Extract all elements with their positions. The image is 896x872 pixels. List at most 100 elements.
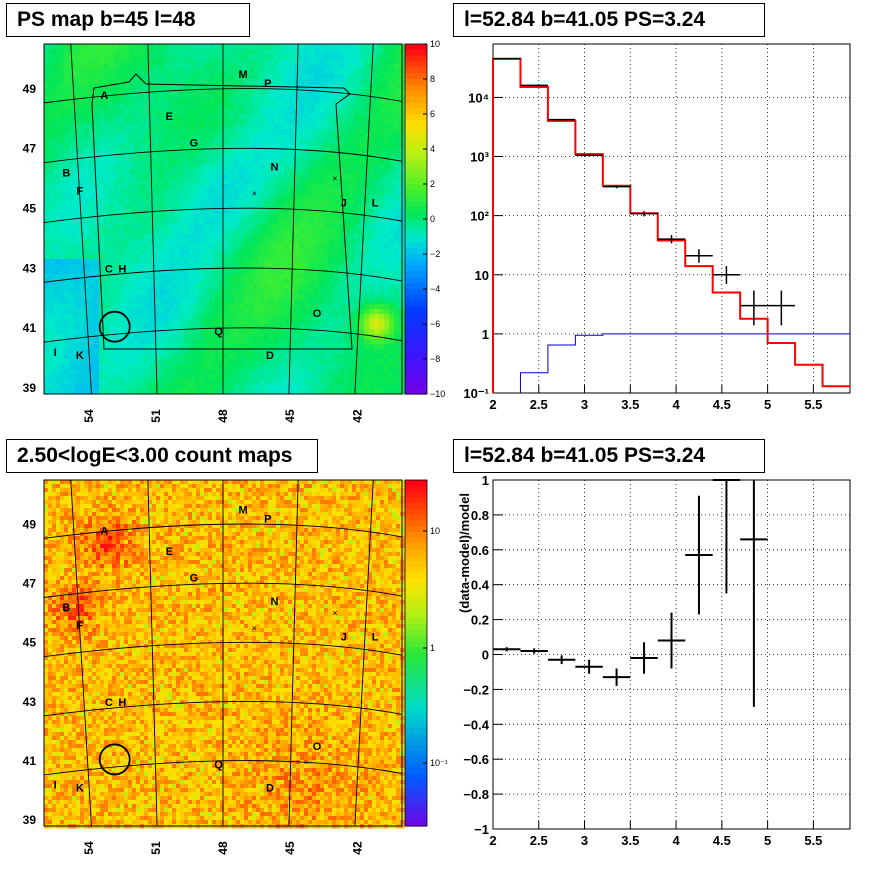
ps-map-pixel: [394, 314, 400, 320]
ps-map-pixel: [234, 314, 240, 320]
ps-map-pixel: [79, 69, 85, 75]
ps-map-pixel: [214, 179, 220, 185]
ps-map-pixel: [239, 104, 245, 110]
ps-map-pixel: [349, 299, 355, 305]
ps-map-pixel: [384, 304, 390, 310]
ps-map-pixel: [279, 139, 285, 145]
ps-map-pixel: [244, 204, 250, 210]
ps-map-pixel: [219, 174, 225, 180]
ps-map-pixel: [104, 74, 110, 80]
ps-map-pixel: [339, 334, 345, 340]
ps-map-pixel: [49, 324, 55, 330]
ps-map-pixel: [379, 274, 385, 280]
ps-map-pixel: [174, 79, 180, 85]
ps-map-pixel: [284, 184, 290, 190]
ps-map-pixel: [179, 359, 185, 365]
ps-map-pixel: [169, 209, 175, 215]
ps-map-pixel: [154, 229, 160, 235]
ps-map-pixel: [279, 204, 285, 210]
ps-map-pixel: [254, 199, 260, 205]
ps-map-pixel: [74, 359, 80, 365]
ps-map-pixel: [289, 184, 295, 190]
ps-map-pixel: [299, 164, 305, 170]
ps-map-pixel: [79, 74, 85, 80]
ps-map-pixel: [244, 239, 250, 245]
ps-map-pixel: [59, 214, 65, 220]
ps-map-pixel: [349, 259, 355, 265]
ps-map-pixel: [174, 354, 180, 360]
ps-map-pixel: [174, 44, 180, 50]
ps-map-pixel: [384, 314, 390, 320]
ps-map-pixel: [299, 299, 305, 305]
ps-map-pixel: [339, 44, 345, 50]
ps-map-pixel: [129, 169, 135, 175]
ps-map-pixel: [319, 64, 325, 70]
ps-map-pixel: [124, 239, 130, 245]
ps-map-pixel: [194, 344, 200, 350]
ps-map-pixel: [209, 139, 215, 145]
ps-map-pixel: [164, 124, 170, 130]
ps-map-pixel: [224, 244, 230, 250]
ps-map-pixel: [204, 154, 210, 160]
ps-map-pixel: [219, 374, 225, 380]
ps-map-pixel: [149, 169, 155, 175]
ps-map-pixel: [64, 149, 70, 155]
ps-map-pixel: [254, 349, 260, 355]
ps-map-pixel: [259, 274, 265, 280]
ps-map-pixel: [314, 169, 320, 175]
ps-map-pixel: [284, 49, 290, 55]
ps-map-pixel: [204, 64, 210, 70]
ps-map-pixel: [384, 164, 390, 170]
ps-map-pixel: [79, 374, 85, 380]
ps-map-pixel: [59, 264, 65, 270]
ps-map-pixel: [174, 74, 180, 80]
ps-map-pixel: [209, 124, 215, 130]
ps-map-pixel: [314, 129, 320, 135]
ps-map-pixel: [319, 244, 325, 250]
ps-map-pixel: [369, 159, 375, 165]
ps-map-pixel: [354, 194, 360, 200]
ps-map-pixel: [254, 314, 260, 320]
ps-map-pixel: [54, 314, 60, 320]
ps-map-pixel: [234, 374, 240, 380]
ps-map-pixel: [174, 64, 180, 70]
ps-map-pixel: [129, 134, 135, 140]
ps-map-pixel: [44, 64, 50, 70]
ps-map-pixel: [159, 54, 165, 60]
ps-map-pixel: [104, 379, 110, 385]
ps-map-pixel: [289, 189, 295, 195]
ps-map-pixel: [359, 154, 365, 160]
ps-map-pixel: [229, 129, 235, 135]
ps-map-pixel: [314, 79, 320, 85]
ps-map-pixel: [144, 84, 150, 90]
ps-map-pixel: [64, 374, 70, 380]
ps-map-pixel: [304, 179, 310, 185]
ps-map-pixel: [99, 154, 105, 160]
ps-map-pixel: [279, 194, 285, 200]
ps-map-pixel: [119, 124, 125, 130]
ps-map-pixel: [49, 334, 55, 340]
ps-map-pixel: [324, 309, 330, 315]
ps-map-pixel: [299, 359, 305, 365]
ps-map-pixel: [334, 234, 340, 240]
ps-map-pixel: [269, 379, 275, 385]
ps-map-pixel: [259, 294, 265, 300]
ps-map-pixel: [99, 189, 105, 195]
ps-map-pixel: [279, 189, 285, 195]
ps-map-pixel: [189, 384, 195, 390]
ps-map-pixel: [364, 249, 370, 255]
ps-map-pixel: [259, 139, 265, 145]
ps-map-pixel: [114, 89, 120, 95]
ps-map-pixel: [119, 114, 125, 120]
ps-map-pixel: [59, 314, 65, 320]
ps-map-pixel: [389, 304, 395, 310]
ps-map-pixel: [274, 59, 280, 65]
ps-map-pixel: [229, 54, 235, 60]
ps-map-pixel: [134, 369, 140, 375]
ps-map-pixel: [124, 259, 130, 265]
ps-map-pixel: [204, 369, 210, 375]
ps-map-pixel: [209, 174, 215, 180]
ps-map-pixel: [234, 304, 240, 310]
ps-map-pixel: [139, 239, 145, 245]
ps-map-pixel: [344, 89, 350, 95]
